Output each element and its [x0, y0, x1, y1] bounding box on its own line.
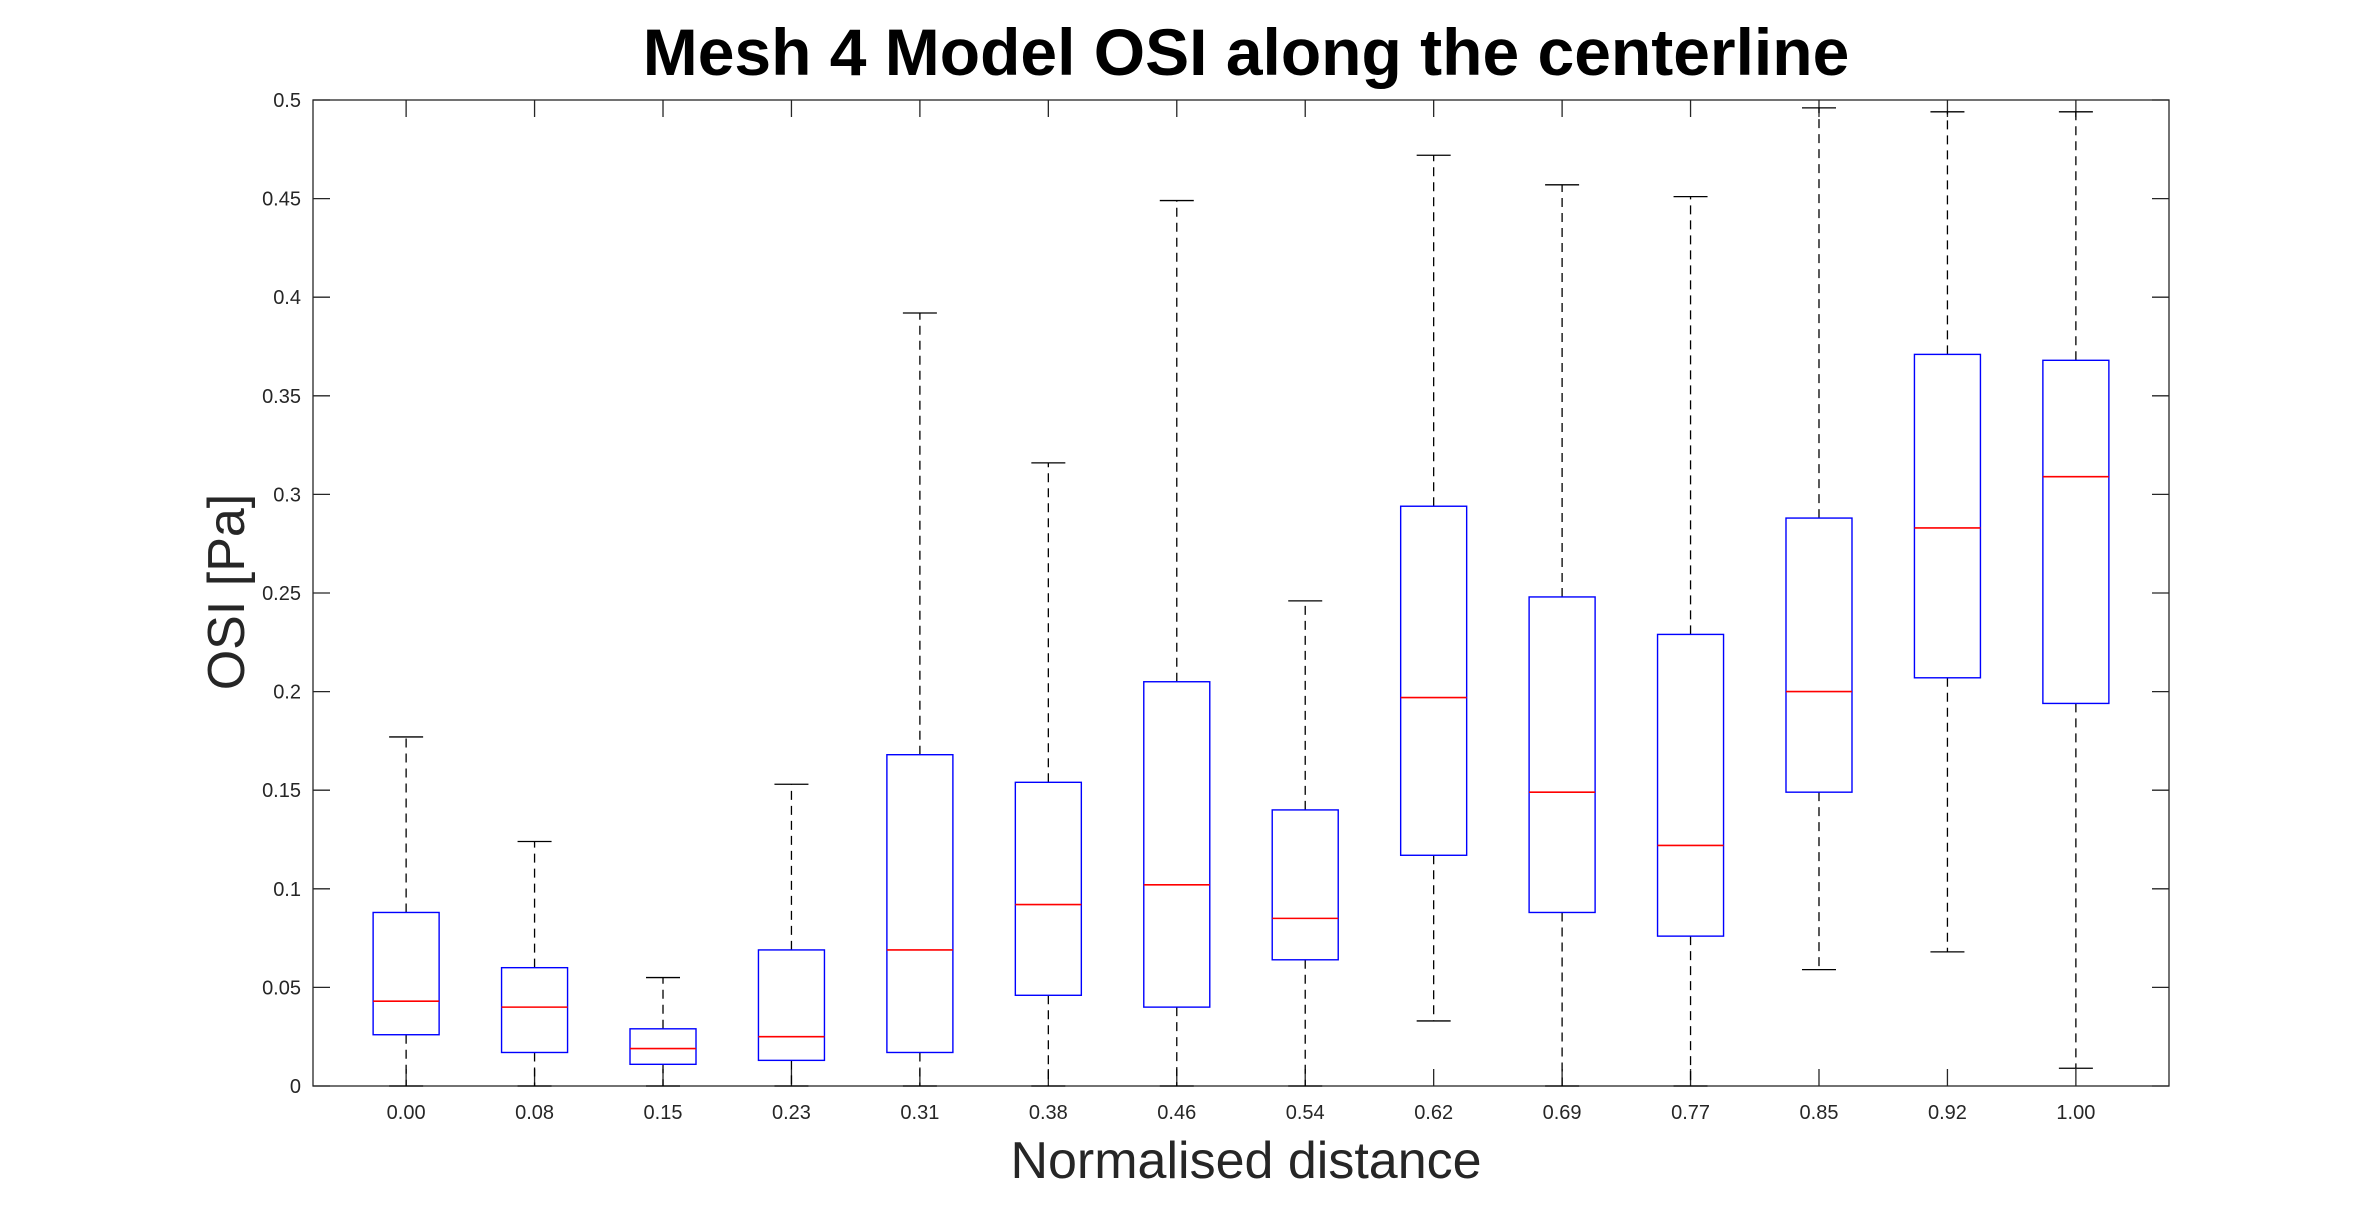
box-item	[629, 976, 697, 1087]
x-tick-label: 0.92	[1928, 1102, 1967, 1124]
y-axis-ticks: 0 0.05 0.1 0.15 0.2 0.25 0.3 0.35 0.4 0.45 0.5	[262, 90, 2169, 1098]
box-item	[372, 736, 440, 1087]
x-tick-label: 0.85	[1800, 1102, 1839, 1124]
y-tick-label: 0.45	[262, 189, 301, 211]
y-tick-label: 0.4	[273, 287, 301, 309]
x-tick-label: 0.54	[1286, 1102, 1325, 1124]
box-item	[1528, 184, 1596, 1087]
box-iqr	[1656, 633, 1725, 937]
box-iqr	[1143, 681, 1211, 1008]
box-item	[1913, 111, 1982, 953]
x-tick-label: 0.15	[644, 1102, 683, 1124]
y-tick-label: 0.35	[262, 386, 301, 408]
box-item	[886, 312, 954, 1087]
x-axis-label: Normalised distance	[1010, 1132, 1481, 1190]
y-tick-label: 0.25	[262, 583, 301, 605]
box-item	[1785, 107, 1853, 971]
y-tick-label: 0.1	[273, 879, 301, 901]
plot-area	[312, 99, 2170, 1087]
box-item	[1143, 199, 1211, 1087]
x-tick-label: 0.38	[1029, 1102, 1068, 1124]
box-iqr	[886, 754, 954, 1054]
x-tick-label: 0.77	[1671, 1102, 1710, 1124]
box-item	[500, 840, 569, 1087]
box-series	[372, 107, 2110, 1087]
y-axis-label: OSI [Pa]	[198, 494, 256, 691]
y-tick-label: 0.2	[273, 682, 301, 704]
y-tick-label: 0.3	[273, 484, 301, 506]
x-tick-label: 1.00	[2056, 1102, 2095, 1124]
box-iqr	[757, 949, 826, 1062]
y-tick-label: 0.05	[262, 977, 301, 999]
box-item	[1656, 195, 1725, 1087]
box-iqr	[500, 966, 569, 1054]
box-item	[2042, 111, 2110, 1069]
box-iqr	[1528, 596, 1596, 914]
x-axis-ticks: 0.00 0.08 0.15 0.23 0.31 0.38 0.46 0.54 0.62 0.69…	[387, 100, 2095, 1124]
box-iqr	[1014, 781, 1083, 996]
box-iqr	[1271, 809, 1339, 961]
x-tick-label: 0.69	[1543, 1102, 1582, 1124]
box-item	[757, 783, 826, 1087]
x-tick-label: 0.00	[387, 1102, 426, 1124]
box-iqr	[1785, 517, 1853, 793]
box-iqr	[1913, 353, 1982, 679]
box-item	[1271, 600, 1339, 1087]
x-tick-label: 0.23	[772, 1102, 811, 1124]
x-tick-label: 0.08	[515, 1102, 554, 1124]
x-tick-label: 0.46	[1157, 1102, 1196, 1124]
box-iqr	[2042, 359, 2110, 705]
y-tick-label: 0.15	[262, 780, 301, 802]
x-tick-label: 0.62	[1414, 1102, 1453, 1124]
y-tick-label: 0	[290, 1076, 301, 1098]
box-item	[1399, 154, 1468, 1022]
box-iqr	[1399, 505, 1468, 856]
y-tick-label: 0.5	[273, 90, 301, 112]
x-tick-label: 0.31	[900, 1102, 939, 1124]
box-iqr	[372, 911, 440, 1036]
box-iqr	[629, 1028, 697, 1066]
box-item	[1014, 462, 1083, 1087]
chart-title: Mesh 4 Model OSI along the centerline	[643, 15, 1850, 89]
